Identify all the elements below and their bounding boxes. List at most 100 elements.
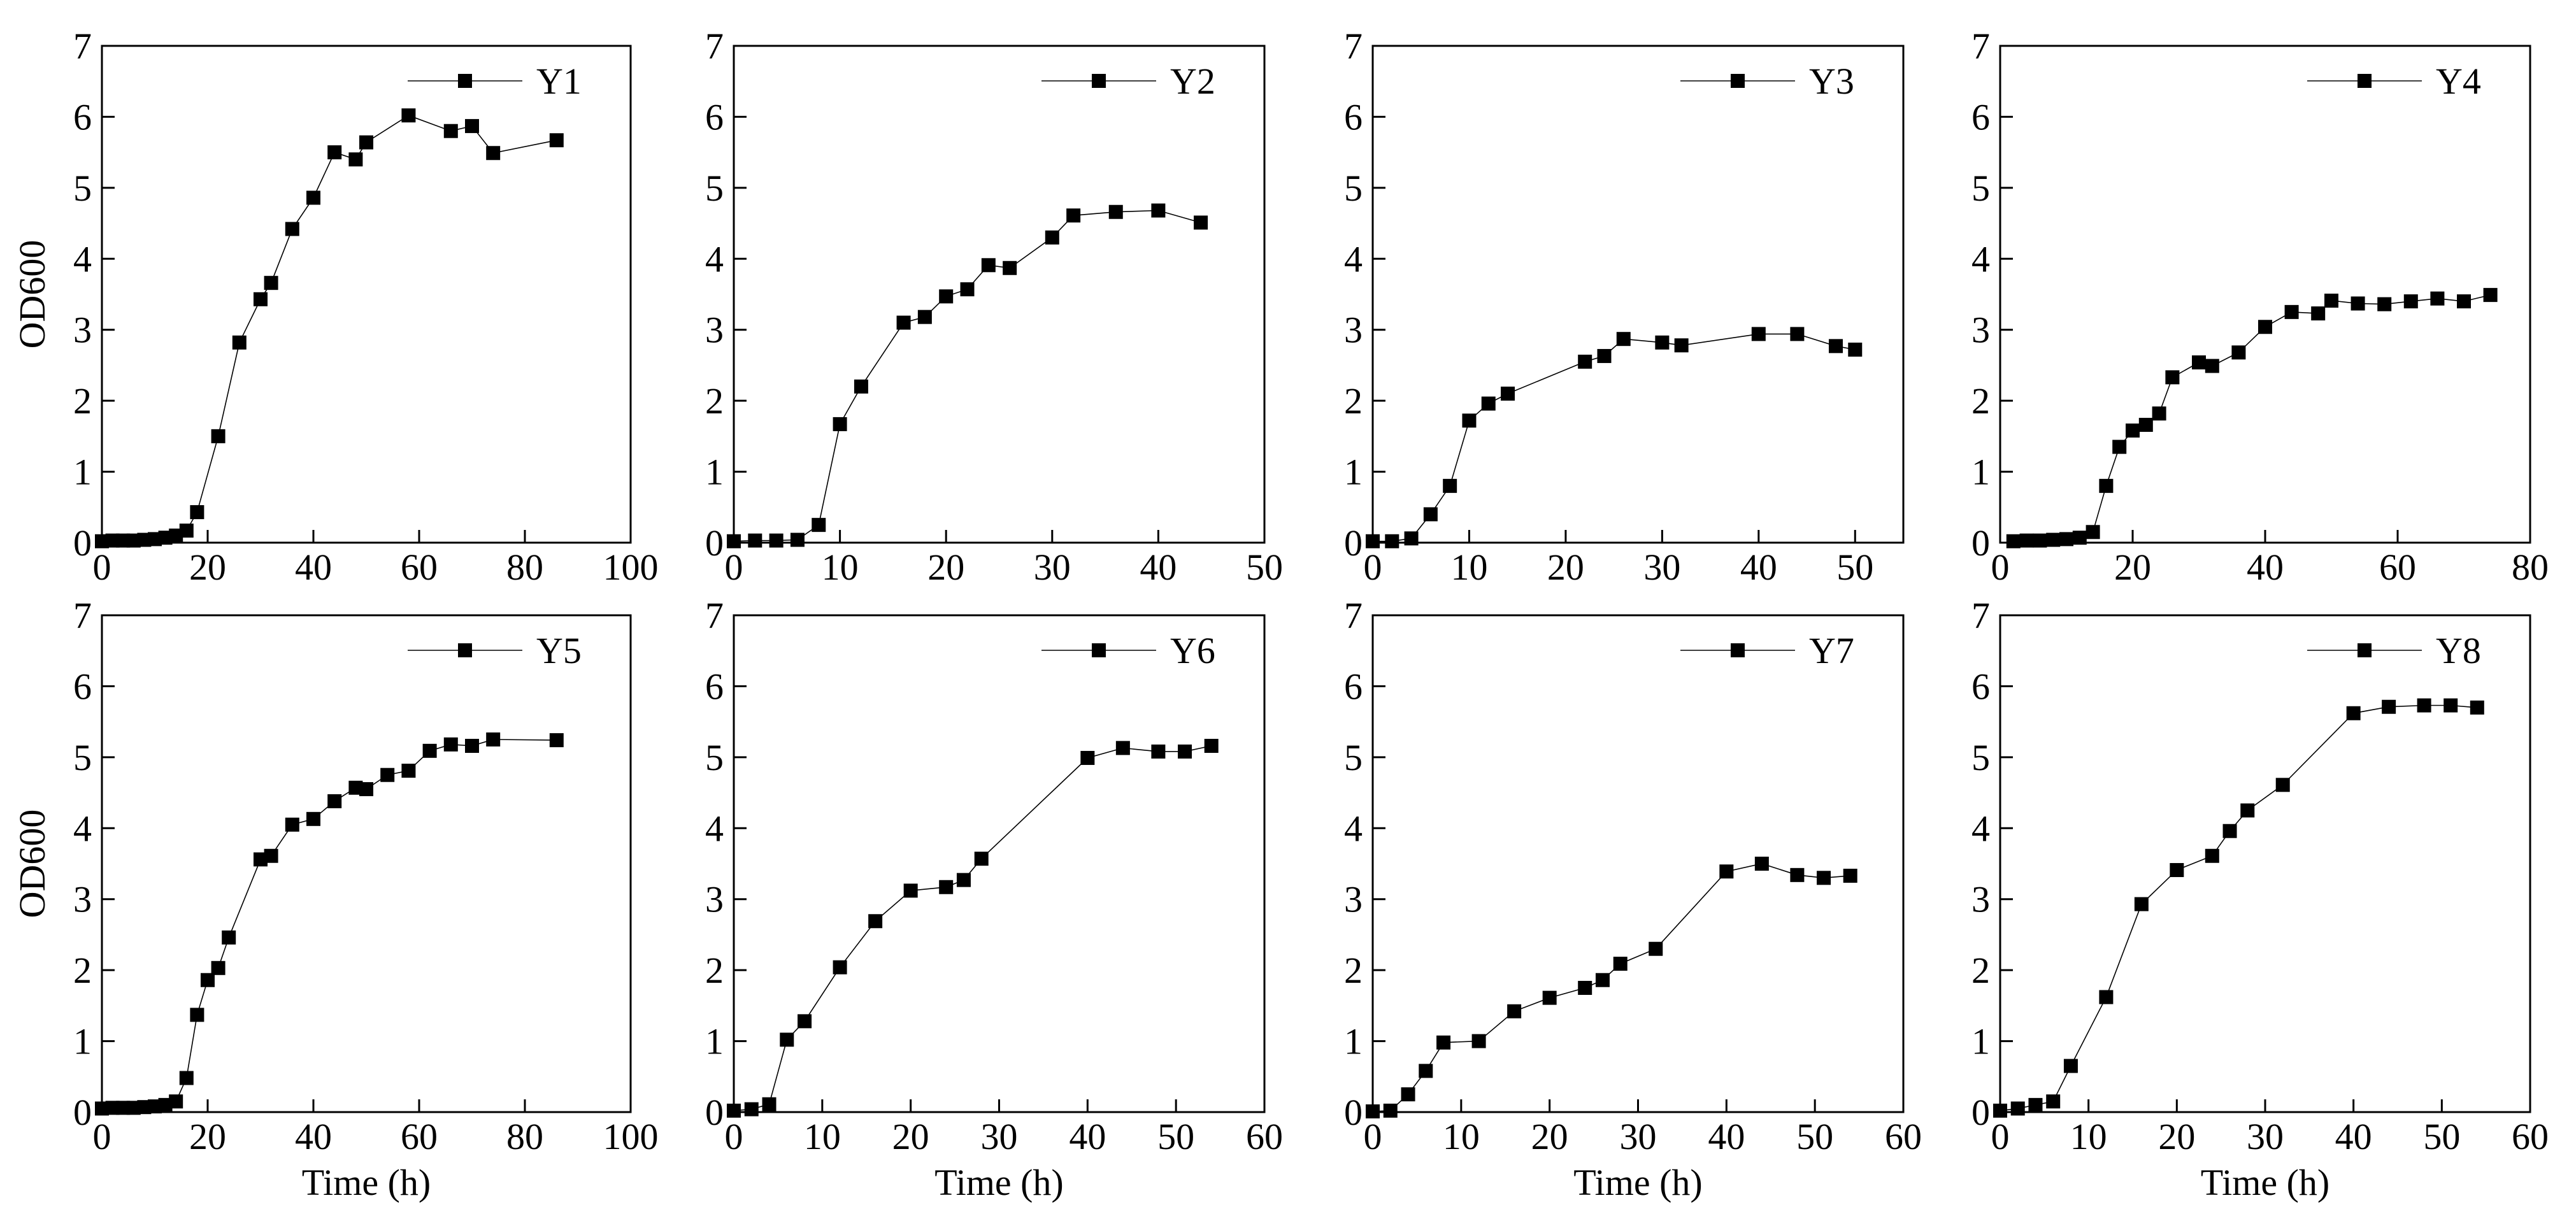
data-point [2006,534,2021,548]
data-point [1204,739,1219,753]
y-tick-label: 1 [705,1021,724,1062]
data-point [2046,1094,2061,1109]
x-tick-label: 20 [892,1116,929,1157]
y-tick-label: 5 [705,737,724,778]
data-point [348,152,363,167]
data-point [981,258,996,273]
x-tick-label: 0 [1991,1116,2010,1157]
data-point [1151,744,1166,759]
y-tick-label: 7 [1344,595,1363,636]
data-point [1066,208,1081,223]
data-point [1436,1035,1451,1050]
data-point [1194,215,1208,230]
data-point [956,873,971,887]
series-line-Y4 [2013,294,2491,542]
data-point [2470,700,2484,715]
data-point [2403,294,2418,309]
data-point [960,282,975,297]
data-point [2377,297,2392,311]
chart-panel-5: 0 20 40 60 80 100 0 1 2 3 4 5 6 7 OD600 Time (h) Y5 [11,595,659,1203]
data-point [264,276,278,290]
x-tick-label: 20 [189,546,226,588]
x-tick-label: 40 [2247,546,2284,588]
data-point [762,1097,776,1111]
data-point [169,528,183,543]
y-axis-title: OD600 [11,810,53,918]
series-line-Y3 [1373,333,1856,542]
data-point [1151,203,1166,218]
data-point [1366,1104,1380,1118]
data-point [1471,1034,1486,1048]
data-point [833,960,847,975]
data-point [2170,863,2184,878]
data-point [179,1071,194,1085]
y-tick-label: 6 [1971,96,1990,138]
x-tick-label: 0 [1364,546,1382,588]
x-tick-label: 60 [2379,546,2416,588]
data-point [1578,354,1592,369]
legend-marker [458,643,472,657]
data-point [137,1100,152,1115]
data-point [306,811,320,826]
chart-panel-8: 0 10 20 30 40 50 60 0 1 2 3 4 5 6 7 Time (h) Y8 [1971,595,2549,1203]
x-tick-label: 10 [2070,1116,2107,1157]
x-tick-label: 0 [1364,1116,1382,1157]
data-point [2311,306,2326,321]
y-tick-label: 2 [1971,950,1990,991]
data-point [1828,339,1843,353]
y-tick-label: 3 [705,879,724,920]
x-tick-label: 30 [981,1116,1018,1157]
x-tick-label: 0 [93,1116,111,1157]
data-point [1649,941,1663,956]
x-tick-label: 80 [506,1116,543,1157]
data-point [1419,1064,1433,1078]
data-point [1817,871,1831,885]
data-point [2059,532,2073,546]
data-point [2165,370,2180,385]
y-tick-label: 1 [705,452,724,493]
data-point [359,135,373,150]
data-point [116,1101,131,1115]
legend-label: Y5 [536,630,582,671]
y-tick-label: 4 [1344,238,1363,280]
x-tick-label: 0 [725,1116,743,1157]
data-point [2324,294,2338,308]
y-tick-label: 0 [1971,522,1990,564]
data-point [179,524,194,538]
series-line-Y1 [101,115,557,542]
y-tick-label: 0 [73,522,92,564]
legend-label: Y8 [2436,630,2481,671]
data-point [2430,291,2445,306]
data-point [254,292,268,306]
data-point [2010,1101,2025,1116]
data-point [1404,531,1419,546]
y-tick-label: 7 [73,595,92,636]
data-point [401,764,416,778]
data-point [2240,803,2255,818]
data-point [285,222,299,236]
data-point [790,532,805,547]
y-tick-label: 2 [1971,380,1990,422]
data-point [105,1101,120,1115]
data-point [169,1094,183,1109]
data-point [1790,327,1805,341]
data-point [126,1101,141,1115]
data-point [211,429,225,443]
x-tick-label: 40 [295,1116,332,1157]
data-point [1178,744,1192,759]
data-point [1443,478,1457,493]
data-point [549,733,564,748]
plot-frame [733,45,1266,544]
x-axis-title: Time (h) [302,1162,431,1203]
x-tick-label: 50 [1836,546,1873,588]
y-tick-label: 3 [1344,879,1363,920]
legend-marker [1092,74,1106,88]
y-tick-label: 7 [73,25,92,67]
x-tick-label: 40 [1708,1116,1745,1157]
x-tick-label: 40 [1069,1116,1106,1157]
legend-marker [1731,643,1745,657]
data-point [2382,699,2396,714]
data-point [1754,857,1769,871]
data-point [812,518,826,532]
legend-label: Y2 [1170,61,1215,102]
